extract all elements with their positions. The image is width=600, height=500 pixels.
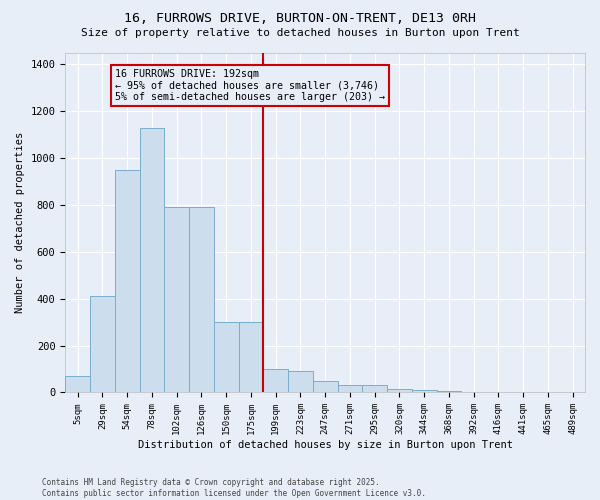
Bar xyxy=(288,372,313,392)
Text: Size of property relative to detached houses in Burton upon Trent: Size of property relative to detached ho… xyxy=(80,28,520,38)
Bar xyxy=(313,380,338,392)
Bar xyxy=(115,170,140,392)
Bar xyxy=(214,322,239,392)
Text: Contains HM Land Registry data © Crown copyright and database right 2025.
Contai: Contains HM Land Registry data © Crown c… xyxy=(42,478,426,498)
Bar xyxy=(140,128,164,392)
Bar xyxy=(338,386,362,392)
X-axis label: Distribution of detached houses by size in Burton upon Trent: Distribution of detached houses by size … xyxy=(137,440,512,450)
Text: 16 FURROWS DRIVE: 192sqm
← 95% of detached houses are smaller (3,746)
5% of semi: 16 FURROWS DRIVE: 192sqm ← 95% of detach… xyxy=(115,69,385,102)
Bar xyxy=(90,296,115,392)
Bar xyxy=(189,207,214,392)
Bar xyxy=(387,389,412,392)
Bar xyxy=(65,376,90,392)
Bar xyxy=(164,207,189,392)
Bar xyxy=(239,322,263,392)
Y-axis label: Number of detached properties: Number of detached properties xyxy=(15,132,25,313)
Bar xyxy=(263,369,288,392)
Text: 16, FURROWS DRIVE, BURTON-ON-TRENT, DE13 0RH: 16, FURROWS DRIVE, BURTON-ON-TRENT, DE13… xyxy=(124,12,476,26)
Bar xyxy=(412,390,437,392)
Bar xyxy=(362,386,387,392)
